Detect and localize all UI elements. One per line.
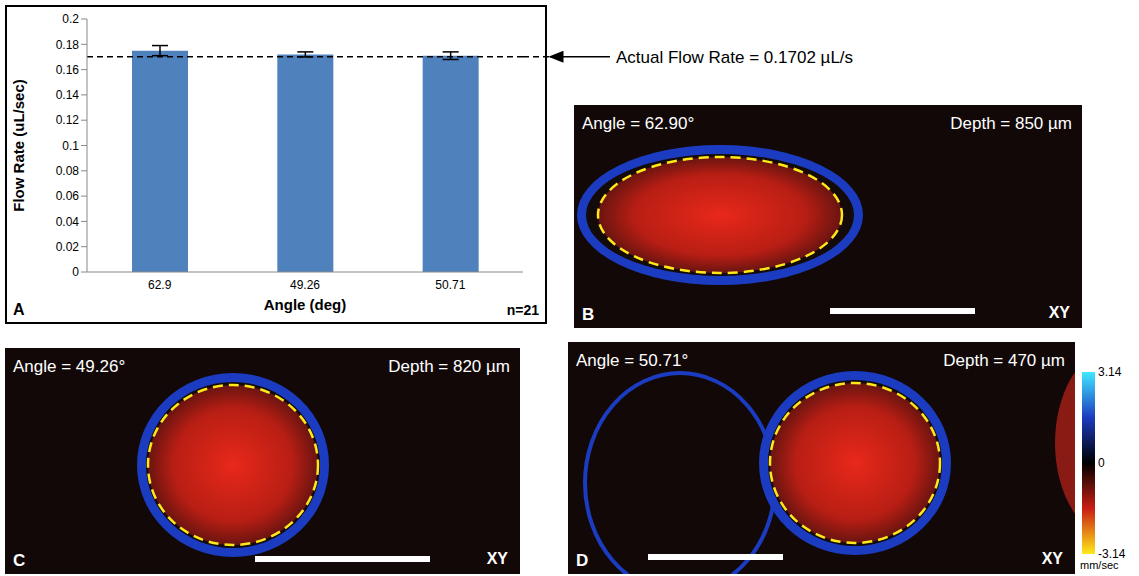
svg-text:0.16: 0.16: [56, 63, 80, 77]
svg-text:0.12: 0.12: [56, 113, 80, 127]
svg-text:C: C: [13, 551, 25, 570]
svg-text:3.14: 3.14: [1098, 365, 1122, 379]
svg-text:D: D: [576, 551, 588, 570]
svg-text:XY: XY: [487, 550, 509, 567]
svg-text:Depth = 470 µm: Depth = 470 µm: [943, 351, 1065, 370]
svg-text:0.2: 0.2: [62, 12, 79, 26]
svg-text:Depth = 850 µm: Depth = 850 µm: [950, 114, 1072, 133]
svg-text:Angle = 49.26°: Angle = 49.26°: [13, 357, 125, 376]
svg-text:62.9: 62.9: [148, 278, 172, 292]
svg-text:-3.14: -3.14: [1098, 547, 1126, 561]
svg-text:XY: XY: [1049, 304, 1071, 321]
svg-text:0.08: 0.08: [56, 164, 80, 178]
svg-text:49.26: 49.26: [290, 278, 320, 292]
svg-text:0.14: 0.14: [56, 88, 80, 102]
svg-text:Actual Flow Rate = 0.1702 µL/s: Actual Flow Rate = 0.1702 µL/s: [616, 48, 853, 67]
svg-text:0: 0: [72, 265, 79, 279]
svg-text:Depth = 820 µm: Depth = 820 µm: [388, 357, 510, 376]
html-text:mm/sec: mm/sec: [1080, 559, 1119, 571]
svg-text:Angle = 62.90°: Angle = 62.90°: [582, 114, 694, 133]
svg-text:0.18: 0.18: [56, 38, 80, 52]
svg-text:0.04: 0.04: [56, 215, 80, 229]
svg-text:Flow Rate (uL/sec): Flow Rate (uL/sec): [10, 79, 27, 212]
svg-text:Angle = 50.71°: Angle = 50.71°: [576, 351, 688, 370]
svg-text:XY: XY: [1042, 550, 1064, 567]
svg-text:0.06: 0.06: [56, 189, 80, 203]
html-text:n=21: n=21: [506, 302, 539, 318]
svg-text:0.02: 0.02: [56, 240, 80, 254]
html-text:A: A: [13, 301, 25, 318]
svg-text:0: 0: [1098, 456, 1105, 470]
svg-text:50.71: 50.71: [435, 278, 465, 292]
svg-text:0.1: 0.1: [62, 139, 79, 153]
svg-text:Angle (deg): Angle (deg): [264, 296, 347, 313]
svg-text:B: B: [582, 305, 594, 324]
